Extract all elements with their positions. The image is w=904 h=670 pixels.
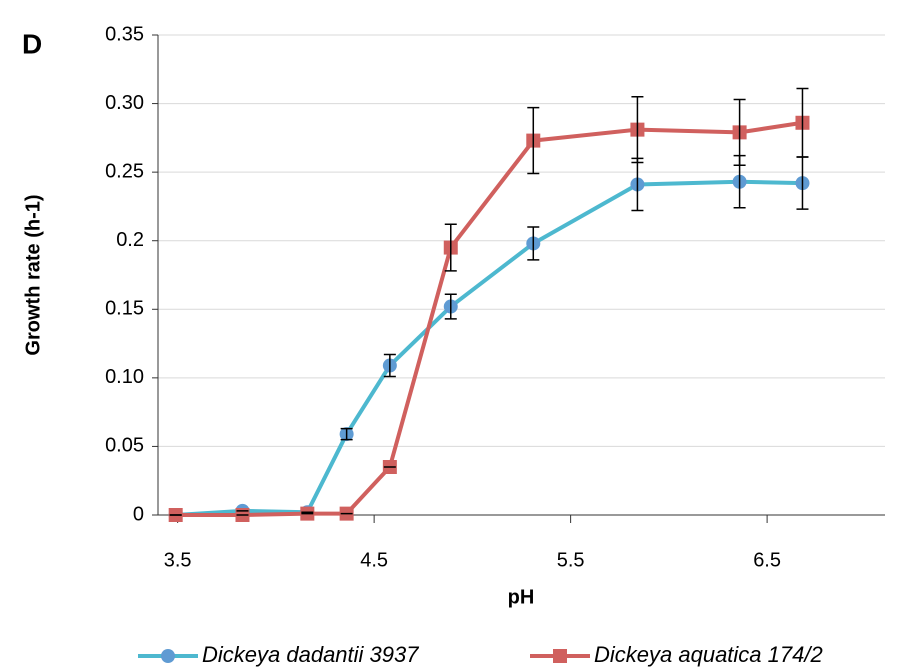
y-tick-label: 0.10: [105, 366, 144, 388]
error-bar: [444, 223, 457, 272]
legend-marker: [161, 649, 175, 663]
error-bar: [527, 106, 540, 175]
error-bar: [796, 87, 809, 158]
x-tick-label: 5.5: [557, 549, 585, 571]
y-tick-label: 0.2: [116, 229, 144, 251]
y-tick-label: 0.35: [105, 23, 144, 45]
legend-label: Dickeya dadantii 3937: [202, 642, 419, 667]
y-tick-label: 0.05: [105, 435, 144, 457]
series-line: [175, 179, 803, 517]
legend-marker: [553, 649, 567, 663]
x-axis-title: pH: [508, 586, 535, 608]
y-tick-label: 0.15: [105, 298, 144, 320]
error-bar: [733, 98, 746, 167]
series-line: [175, 120, 803, 517]
x-tick-label: 4.5: [360, 549, 388, 571]
y-tick-label: 0: [133, 503, 144, 525]
error-bar: [631, 95, 644, 164]
legend-label: Dickeya aquatica 174/2: [594, 642, 823, 667]
x-tick-label: 3.5: [164, 549, 192, 571]
y-tick-label: 0.25: [105, 160, 144, 182]
error-bar: [444, 293, 457, 320]
panel-label: D: [22, 28, 42, 59]
error-bar: [527, 226, 540, 261]
y-axis-title: Growth rate (h-1): [22, 194, 44, 355]
x-tick-label: 6.5: [753, 549, 781, 571]
error-bar: [383, 353, 396, 378]
y-tick-label: 0.30: [105, 92, 144, 114]
error-bar: [340, 427, 353, 441]
